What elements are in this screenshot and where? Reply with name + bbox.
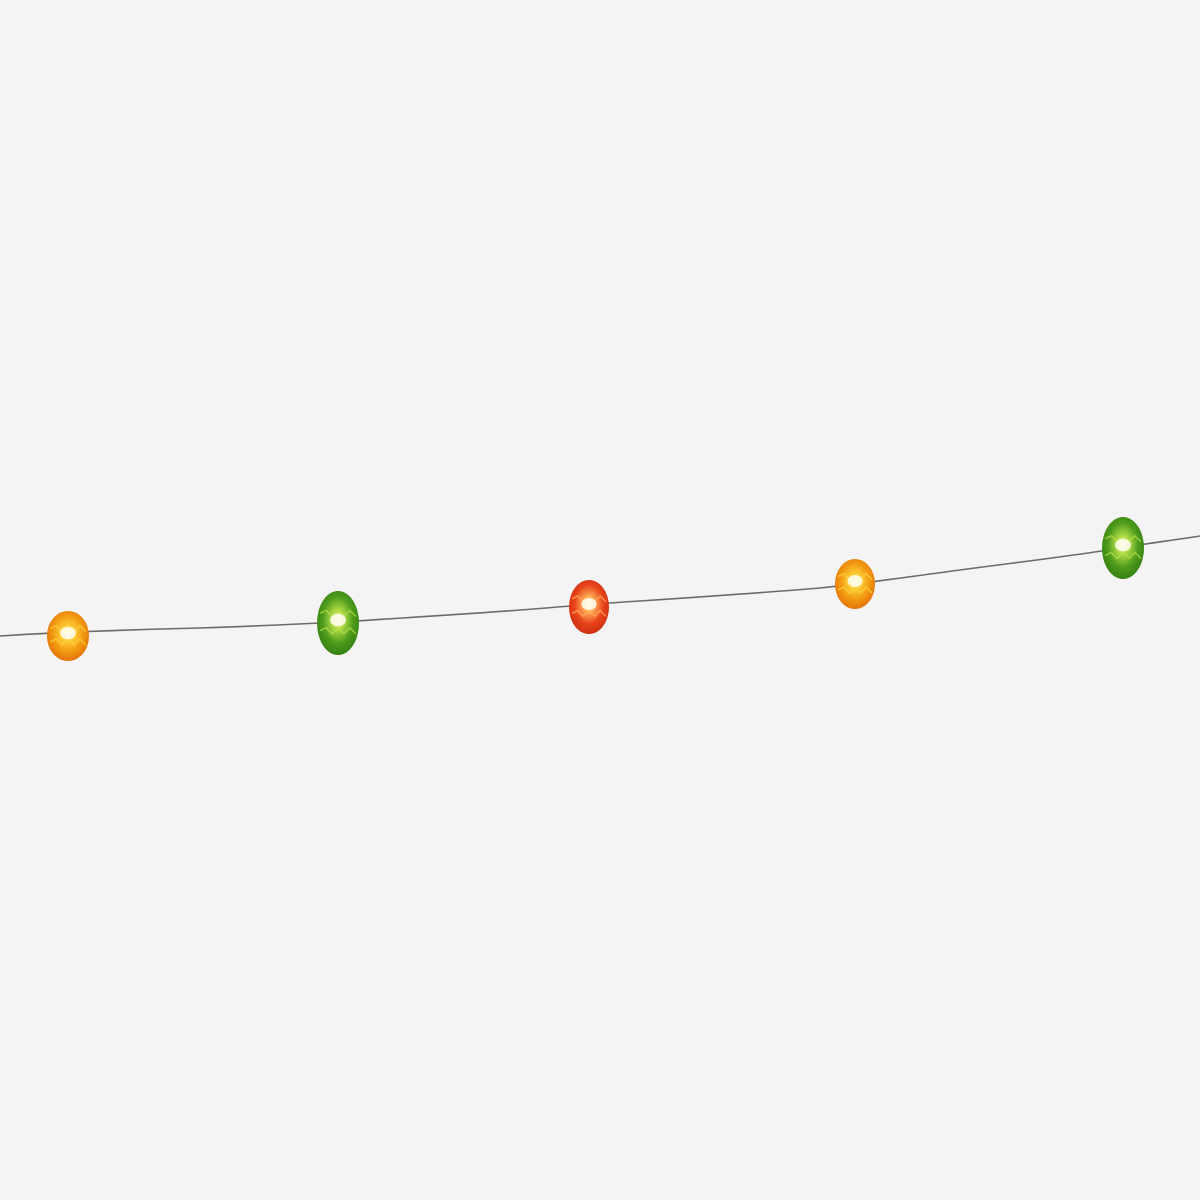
- egg-zigzag-pattern: [49, 624, 87, 633]
- egg-zigzag-pattern: [319, 626, 357, 635]
- bulbs-group: [47, 517, 1144, 661]
- egg-zigzag-pattern: [319, 609, 357, 618]
- egg-zigzag-pattern: [837, 572, 873, 581]
- egg-zigzag-pattern: [571, 609, 607, 618]
- egg-zigzag-pattern: [1104, 534, 1142, 543]
- led-glow: [581, 598, 597, 610]
- egg-light-2: [317, 591, 359, 655]
- egg-light-1: [47, 611, 89, 661]
- egg-light-4: [835, 559, 875, 609]
- light-string-wire: [0, 535, 1200, 637]
- led-glow: [330, 613, 346, 627]
- egg-zigzag-pattern: [571, 594, 607, 603]
- egg-zigzag-pattern: [1104, 551, 1142, 560]
- led-glow: [60, 626, 76, 640]
- egg-light-3: [569, 580, 609, 634]
- led-glow: [847, 575, 863, 587]
- egg-light-5: [1102, 517, 1144, 579]
- led-glow: [1115, 538, 1131, 552]
